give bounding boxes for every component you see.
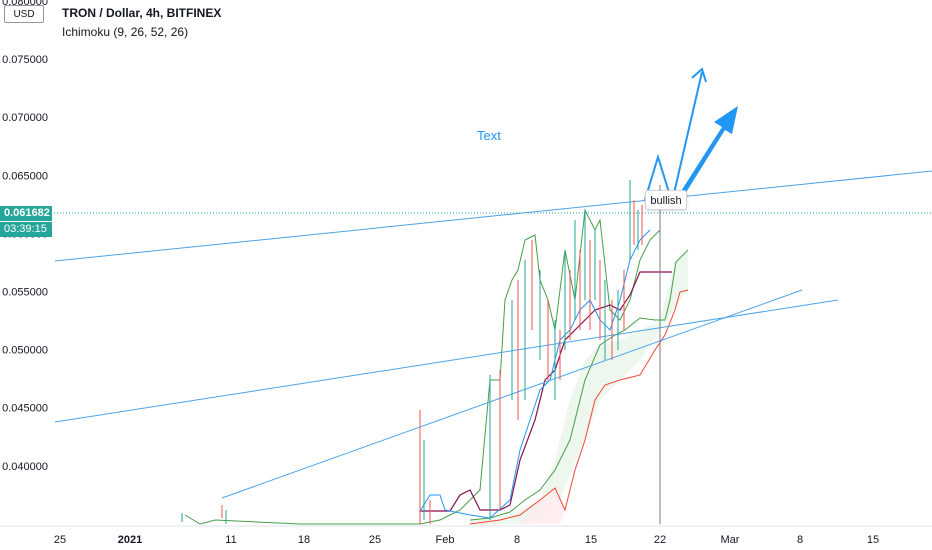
base-line — [420, 271, 672, 512]
lower-trendline — [54, 299, 839, 423]
time-axis: 25 2021 11 18 25 Feb 8 15 22 Mar 8 15 — [0, 525, 932, 546]
x-tick-label: 25 — [54, 534, 66, 546]
y-tick-label: 0.055000 — [2, 287, 48, 299]
y-tick-label: 0.075000 — [2, 54, 48, 66]
indicator-label[interactable]: Ichimoku (9, 26, 52, 26) — [62, 25, 189, 39]
upper-trendline — [54, 170, 932, 262]
currency-button[interactable]: USD — [4, 5, 44, 23]
bullish-annotation[interactable]: bullish — [645, 190, 687, 210]
chart-legend: TRON / Dollar, 4h, BITFINEX Ichimoku (9,… — [62, 6, 221, 39]
y-tick-label: 0.080000 — [2, 0, 48, 8]
cloud-fill-green — [470, 252, 688, 524]
x-tick-label: 11 — [225, 534, 236, 546]
y-tick-label: 0.070000 — [2, 112, 48, 124]
current-price-tag: 0.061682 — [0, 206, 52, 221]
x-tick-label: Mar — [721, 534, 740, 546]
x-tick-label: 8 — [797, 534, 803, 546]
projection-arrowhead — [691, 67, 707, 83]
lead-span-a-line — [469, 249, 689, 521]
projection-path — [644, 71, 703, 206]
lagging-span-line — [184, 208, 661, 525]
chart-title: TRON / Dollar, 4h, BITFINEX — [62, 6, 222, 20]
x-tick-label: 15 — [867, 534, 879, 546]
cloud-fill-red — [470, 490, 565, 524]
trendline-drawings — [0, 67, 932, 524]
bullish-arrow — [676, 106, 738, 202]
countdown-tag: 03:39:15 — [0, 222, 52, 237]
y-tick-label: 0.065000 — [2, 170, 48, 182]
x-tick-label: 18 — [298, 534, 310, 546]
text-annotation[interactable]: Text — [477, 128, 501, 143]
y-tick-label: 0.040000 — [2, 461, 48, 473]
x-tick-label: Feb — [436, 534, 455, 546]
x-tick-label: 8 — [514, 534, 520, 546]
y-tick-label: 0.045000 — [2, 403, 48, 415]
y-tick-label: 0.050000 — [2, 345, 48, 357]
candles-layer — [181, 180, 643, 524]
x-tick-label: 15 — [585, 534, 597, 546]
ichimoku-cloud — [470, 252, 688, 524]
x-tick-label: 22 — [654, 534, 666, 546]
x-tick-label: 2021 — [118, 534, 142, 546]
x-tick-label: 25 — [369, 534, 381, 546]
